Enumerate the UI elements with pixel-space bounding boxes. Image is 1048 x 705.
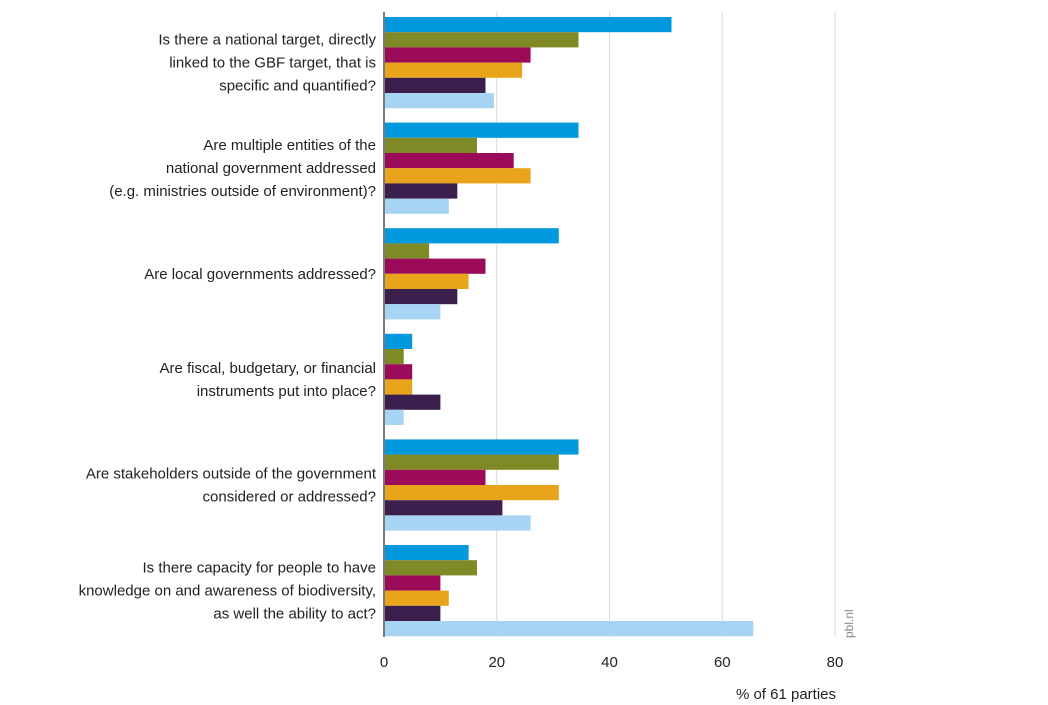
- category-label: Is there capacity for people to have know…: [79, 560, 376, 623]
- category-label: Are multiple entities of the national gov…: [109, 137, 376, 200]
- bar: [385, 379, 413, 395]
- x-axis-title: % of 61 parties: [736, 686, 836, 703]
- source-label: pbl.nl: [842, 609, 856, 638]
- category-label: Is there a national target, directly link…: [158, 32, 376, 95]
- x-tick-label: 40: [601, 654, 618, 671]
- bar: [385, 17, 672, 33]
- category-label: Are stakeholders outside of the governme…: [86, 466, 377, 506]
- bar: [385, 621, 754, 637]
- x-tick-label: 0: [380, 654, 388, 671]
- category-label: Are fiscal, budgetary, or financial instr…: [160, 360, 377, 400]
- bar: [385, 333, 413, 349]
- category-label: Are local governments addressed?: [144, 266, 376, 283]
- bar: [385, 198, 449, 214]
- bar: [385, 364, 413, 380]
- x-tick-label: 80: [827, 654, 844, 671]
- category-label-line: (e.g. ministries outside of environment)…: [109, 183, 376, 200]
- bar: [385, 545, 469, 561]
- bar: [385, 485, 559, 501]
- bar: [385, 243, 430, 259]
- bar: [385, 258, 486, 274]
- category-label-line: Is there a national target, directly: [158, 32, 376, 49]
- bar: [385, 500, 503, 516]
- category-label-line: specific and quantified?: [219, 78, 376, 95]
- bar: [385, 605, 441, 621]
- bar: [385, 304, 441, 320]
- bar: [385, 228, 559, 244]
- x-axis-ticks: 0 20 40 60 80: [380, 654, 844, 671]
- bar: [385, 349, 404, 365]
- bar: [385, 439, 579, 455]
- bar: [385, 153, 514, 169]
- category-label-line: as well the ability to act?: [213, 606, 376, 623]
- bar: [385, 62, 523, 78]
- category-label-line: knowledge on and awareness of biodiversi…: [79, 583, 376, 600]
- bar: [385, 273, 469, 289]
- bar: [385, 409, 404, 425]
- category-label-line: Are stakeholders outside of the governme…: [86, 466, 377, 483]
- bar: [385, 575, 441, 591]
- x-tick-label: 20: [488, 654, 505, 671]
- category-label-line: instruments put into place?: [197, 383, 376, 400]
- category-labels: Is there a national target, directly link…: [79, 32, 377, 623]
- bar: [385, 469, 486, 485]
- bar: [385, 183, 458, 199]
- bar: [385, 590, 449, 606]
- bar: [385, 137, 477, 153]
- bar: [385, 560, 477, 576]
- category-label-line: Are local governments addressed?: [144, 266, 376, 283]
- category-label-line: Are fiscal, budgetary, or financial: [160, 360, 377, 377]
- category-label-line: linked to the GBF target, that is: [169, 55, 376, 72]
- bar: [385, 47, 531, 63]
- category-label-line: Are multiple entities of the: [203, 137, 376, 154]
- gridlines: [383, 12, 836, 637]
- bar: [385, 77, 486, 93]
- bars: [385, 17, 754, 637]
- category-label-line: Is there capacity for people to have: [143, 560, 376, 577]
- x-tick-label: 60: [714, 654, 731, 671]
- bar: [385, 168, 531, 184]
- bar: [385, 32, 579, 48]
- bar: [385, 454, 559, 470]
- category-label-line: considered or addressed?: [203, 489, 376, 506]
- bar: [385, 394, 441, 410]
- bar: [385, 93, 494, 109]
- bar: [385, 122, 579, 138]
- category-label-line: national government addressed: [166, 160, 376, 177]
- bar: [385, 515, 531, 531]
- bar: [385, 289, 458, 305]
